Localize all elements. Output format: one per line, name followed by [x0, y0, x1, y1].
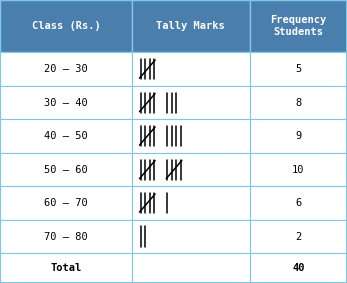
- Bar: [132, 52, 250, 86]
- Text: 40 – 50: 40 – 50: [44, 131, 88, 141]
- Bar: [0, 186, 132, 220]
- Text: 10: 10: [292, 164, 305, 175]
- Bar: [0, 0, 132, 52]
- Bar: [132, 253, 250, 283]
- Bar: [250, 253, 347, 283]
- Text: 6: 6: [295, 198, 302, 208]
- Text: 30 – 40: 30 – 40: [44, 98, 88, 108]
- Text: Frequency
Students: Frequency Students: [270, 15, 327, 37]
- Text: Total: Total: [50, 263, 82, 273]
- Text: Tally Marks: Tally Marks: [156, 21, 225, 31]
- Bar: [132, 119, 250, 153]
- Bar: [0, 52, 132, 86]
- Bar: [250, 52, 347, 86]
- Bar: [132, 86, 250, 119]
- Bar: [0, 119, 132, 153]
- Text: 50 – 60: 50 – 60: [44, 164, 88, 175]
- Bar: [250, 186, 347, 220]
- Bar: [132, 220, 250, 253]
- Text: 40: 40: [292, 263, 305, 273]
- Text: 5: 5: [295, 64, 302, 74]
- Bar: [0, 220, 132, 253]
- Bar: [250, 0, 347, 52]
- Text: 70 – 80: 70 – 80: [44, 231, 88, 242]
- Bar: [0, 153, 132, 186]
- Bar: [250, 86, 347, 119]
- Text: 60 – 70: 60 – 70: [44, 198, 88, 208]
- Bar: [0, 86, 132, 119]
- Text: 2: 2: [295, 231, 302, 242]
- Bar: [250, 119, 347, 153]
- Text: 9: 9: [295, 131, 302, 141]
- Bar: [132, 153, 250, 186]
- Bar: [250, 153, 347, 186]
- Text: Class (Rs.): Class (Rs.): [32, 21, 100, 31]
- Text: 20 – 30: 20 – 30: [44, 64, 88, 74]
- Bar: [132, 186, 250, 220]
- Bar: [250, 220, 347, 253]
- Bar: [0, 253, 132, 283]
- Text: 8: 8: [295, 98, 302, 108]
- Bar: [132, 0, 250, 52]
